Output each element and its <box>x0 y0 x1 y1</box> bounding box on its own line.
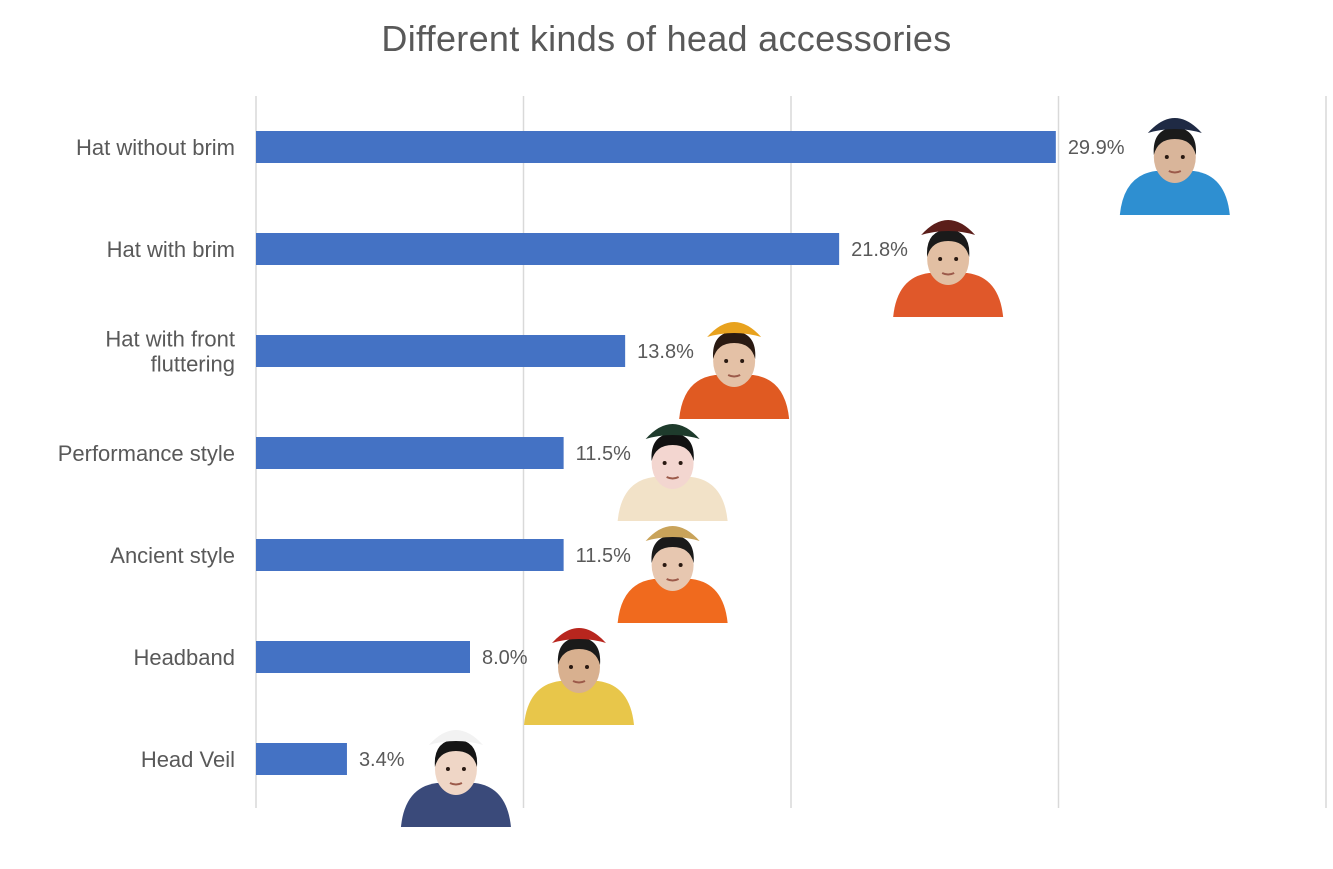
photo-hair <box>651 433 694 461</box>
photo-eye-right <box>678 461 683 465</box>
example-photo-hat-without-brim <box>1119 118 1230 215</box>
photo-garment <box>617 477 728 521</box>
data-label-hat-with-brim: 21.8% <box>851 239 908 261</box>
bar-hat-with-front-fluttering <box>256 335 626 367</box>
example-photo-headband <box>524 628 634 725</box>
photo-garment <box>1119 171 1230 215</box>
example-photo-hat-with-front-fluttering <box>679 322 790 419</box>
photo-headwear <box>645 424 700 439</box>
photo-headwear <box>552 628 606 643</box>
data-label-performance-style: 11.5% <box>576 443 631 465</box>
example-photo-head-veil <box>400 730 511 827</box>
photo-eye-left <box>724 359 729 363</box>
photo-headwear <box>428 730 483 745</box>
photo-garment <box>400 783 511 827</box>
photo-mouth <box>1168 170 1182 174</box>
photo-mouth <box>941 272 955 276</box>
photo-eye-right <box>678 563 683 567</box>
photo-face <box>651 437 694 489</box>
photo-face <box>927 233 970 285</box>
photo-eye-right <box>740 359 745 363</box>
bar-ancient-style <box>256 539 564 571</box>
photo-mouth <box>449 782 463 786</box>
bar-headband <box>256 641 470 673</box>
data-label-hat-with-front-fluttering: 13.8% <box>637 341 694 363</box>
category-label-ancient-style: Ancient style <box>110 543 235 568</box>
photo-eye-left <box>1164 155 1169 159</box>
photo-mouth <box>666 578 680 582</box>
photo-face <box>651 539 694 591</box>
photo-garment <box>679 375 790 419</box>
example-photo-hat-with-brim <box>893 220 1004 317</box>
photo-face <box>434 743 477 795</box>
photo-eye-left <box>662 563 667 567</box>
photo-hair <box>434 739 478 767</box>
photo-eye-left <box>938 257 943 261</box>
photo-hair <box>651 535 694 563</box>
category-label-hat-with-front-fluttering-line2: fluttering <box>151 352 235 377</box>
data-label-headband: 8.0% <box>482 647 528 669</box>
photo-eye-right <box>585 665 589 669</box>
photo-mouth <box>727 374 741 378</box>
photo-garment <box>617 579 728 623</box>
photo-headwear <box>921 220 976 235</box>
photo-eye-right <box>1180 155 1185 159</box>
bar-head-veil <box>256 743 347 775</box>
photo-face <box>713 335 756 387</box>
photo-face <box>1153 131 1196 183</box>
photo-eye-left <box>662 461 667 465</box>
data-label-head-veil: 3.4% <box>359 749 405 771</box>
example-photos <box>400 118 1230 827</box>
example-photo-ancient-style <box>617 526 728 623</box>
photo-hair <box>926 229 970 257</box>
labels: Hat without brim 29.9% Hat with brim 21.8% H… <box>58 135 1125 772</box>
photo-garment <box>893 273 1004 317</box>
bar-hat-without-brim <box>256 131 1056 163</box>
photo-hair <box>1153 127 1196 155</box>
photo-headwear <box>1147 118 1202 133</box>
photo-headwear <box>645 526 700 541</box>
example-photo-performance-style <box>617 424 728 521</box>
photo-headwear <box>707 322 762 337</box>
bar-performance-style <box>256 437 564 469</box>
photo-mouth <box>666 476 680 480</box>
photo-eye-left <box>445 767 450 771</box>
photo-hair <box>557 637 601 665</box>
data-label-ancient-style: 11.5% <box>576 545 631 567</box>
bar-hat-with-brim <box>256 233 840 265</box>
category-label-performance-style: Performance style <box>58 441 235 466</box>
category-label-hat-with-brim: Hat with brim <box>107 237 235 262</box>
photo-eye-right <box>954 257 959 261</box>
photo-hair <box>712 331 756 359</box>
category-label-head-veil: Head Veil <box>141 747 235 772</box>
photo-eye-right <box>461 767 466 771</box>
data-label-hat-without-brim: 29.9% <box>1068 137 1125 159</box>
category-label-headband: Headband <box>133 645 235 670</box>
photo-eye-left <box>569 665 573 669</box>
category-label-hat-without-brim: Hat without brim <box>76 135 235 160</box>
photo-mouth <box>572 680 586 684</box>
bars <box>256 131 1056 775</box>
chart-title: Different kinds of head accessories <box>381 18 952 59</box>
photo-face <box>558 641 600 693</box>
photo-garment <box>524 681 634 725</box>
category-label-hat-with-front-fluttering-line1: Hat with front <box>105 327 235 352</box>
